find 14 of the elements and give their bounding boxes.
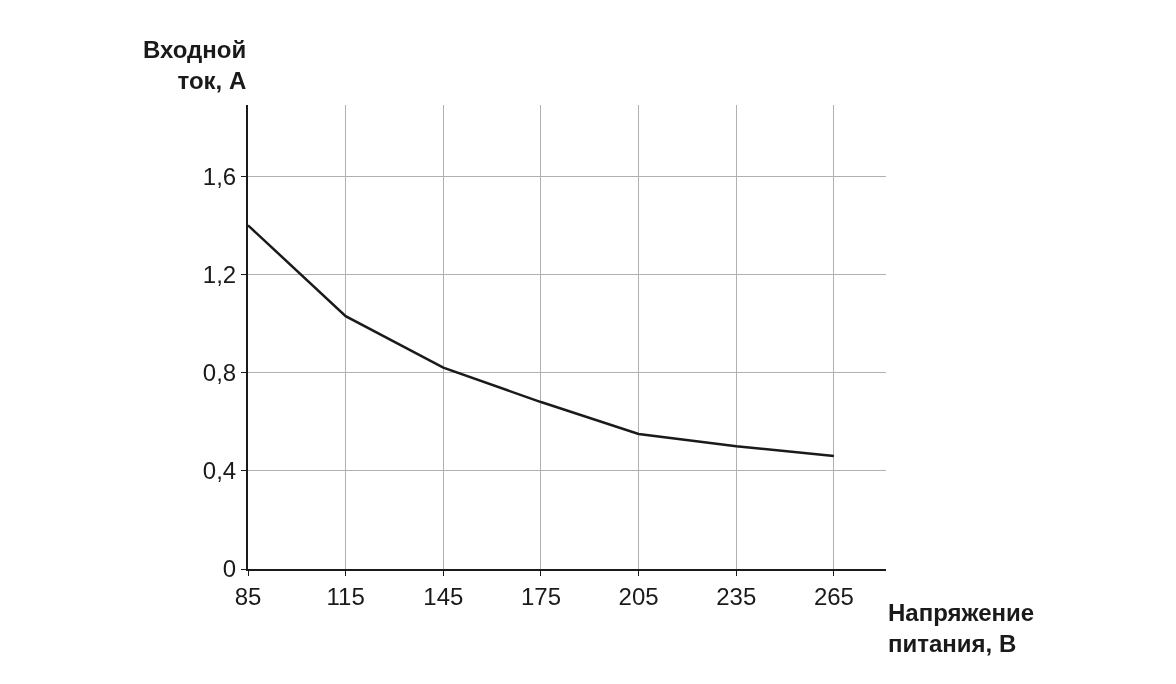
x-tick-label: 145 bbox=[423, 582, 464, 610]
x-tick-label: 115 bbox=[326, 582, 365, 610]
x-tick-label: 175 bbox=[520, 582, 561, 610]
y-tick-label: 1,2 bbox=[202, 260, 237, 288]
y-axis-title: Входной ток, А bbox=[143, 36, 247, 95]
x-tick-label: 265 bbox=[813, 582, 854, 610]
y-tick-label: 0,8 bbox=[202, 359, 237, 386]
x-tick-label: 85 bbox=[234, 582, 262, 610]
y-tick-label: 0,4 bbox=[202, 457, 237, 485]
x-tick-label: 205 bbox=[618, 582, 659, 610]
x-tick-label: 235 bbox=[716, 582, 757, 610]
x-axis-title: Напряжение питания, В bbox=[888, 599, 1035, 658]
y-tick-label: 1,6 bbox=[202, 162, 237, 190]
y-tick-label: 0 bbox=[222, 555, 237, 583]
